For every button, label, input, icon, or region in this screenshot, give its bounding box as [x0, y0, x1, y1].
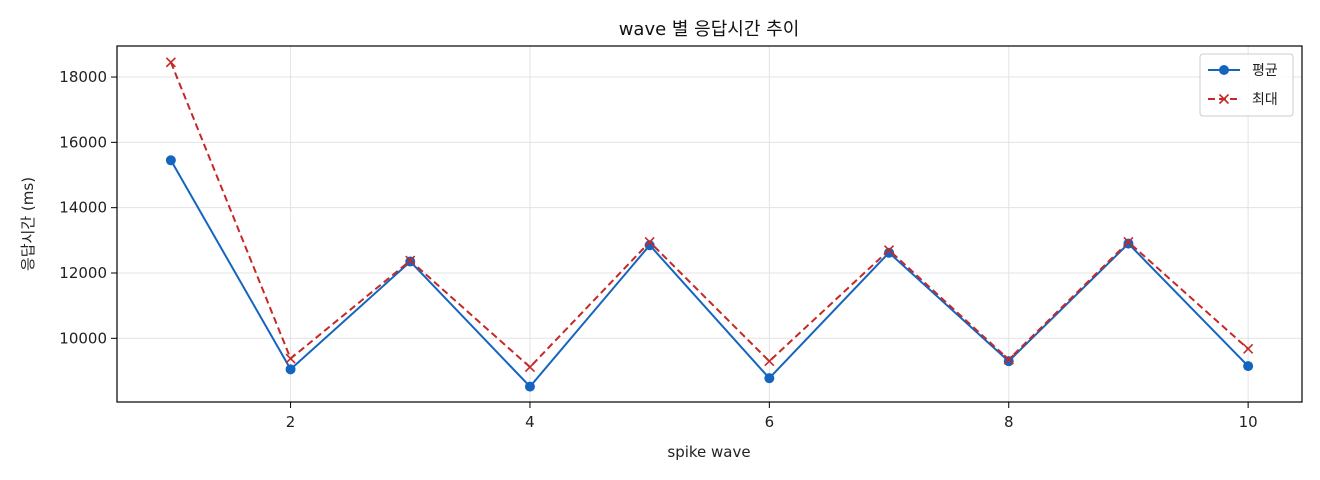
- x-marker-stroke: [644, 236, 655, 248]
- axis-ticks: 2 4 6 8 10 10000 12000 14000 16000 18000: [59, 68, 1257, 431]
- y-tick-label: 10000: [59, 329, 107, 347]
- x-marker-stroke: [764, 356, 775, 367]
- series-2-point: [1243, 343, 1254, 354]
- legend-item-2: 최대: [1208, 92, 1278, 108]
- series-2-point: [644, 236, 655, 248]
- series-1-point: [524, 381, 535, 392]
- series-2-group: [165, 57, 1254, 373]
- series-2-point: [285, 353, 296, 364]
- series-layer: [165, 57, 1254, 392]
- x-marker-stroke: [165, 57, 176, 68]
- plot-frame: [116, 45, 1303, 403]
- series-2-point: [1123, 236, 1134, 248]
- x-axis-title: spike wave: [667, 443, 750, 461]
- series-1-point: [1003, 356, 1014, 367]
- series-1-point: [1123, 238, 1134, 249]
- series-1-line: [170, 159, 1249, 388]
- x-tick-label: 8: [1004, 413, 1014, 431]
- grid-lines: [117, 46, 1302, 402]
- x-marker-stroke: [524, 361, 536, 373]
- x-marker-stroke: [405, 255, 416, 266]
- y-tick-label: 12000: [59, 264, 107, 282]
- series-2-point: [1003, 354, 1014, 365]
- series-2-point: [524, 361, 536, 373]
- y-tick-label: 16000: [59, 133, 107, 151]
- y-axis-title: 응답시간 (ms): [19, 177, 37, 271]
- series-2-point: [405, 255, 416, 266]
- chart-title: wave 별 응답시간 추이: [619, 19, 800, 40]
- series-1-point: [644, 240, 655, 251]
- legend-item-1: 평균: [1208, 63, 1278, 79]
- series-1-point: [764, 373, 775, 384]
- x-marker-stroke: [285, 353, 296, 364]
- x-tick-label: 10: [1239, 413, 1258, 431]
- series-2-point: [165, 57, 176, 68]
- x-marker-stroke: [1003, 354, 1014, 365]
- y-tick-label: 18000: [59, 68, 107, 86]
- series-2-point: [883, 245, 895, 256]
- y-tick-label: 14000: [59, 199, 107, 217]
- x-tick-label: 6: [765, 413, 775, 431]
- series-2-point: [764, 356, 775, 367]
- x-marker-stroke: [1218, 93, 1230, 105]
- legend-box: [1199, 53, 1294, 117]
- legend-item-1-marker: [1219, 65, 1229, 75]
- series-1-point: [884, 247, 895, 258]
- series-1-point: [165, 155, 176, 166]
- series-1-point: [285, 364, 296, 375]
- x-marker-stroke: [883, 245, 895, 256]
- x-tick-label: 2: [286, 413, 296, 431]
- series-1-point: [1243, 361, 1254, 372]
- series-1-group: [165, 155, 1254, 392]
- x-marker-stroke: [1123, 236, 1134, 248]
- x-tick-label: 4: [525, 413, 535, 431]
- legend-item-1-label: 평균: [1252, 63, 1278, 79]
- legend-item-2-marker: [1218, 93, 1230, 105]
- x-marker-stroke: [1243, 343, 1254, 354]
- series-2-line: [169, 61, 1249, 369]
- legend-item-2-label: 최대: [1252, 92, 1278, 108]
